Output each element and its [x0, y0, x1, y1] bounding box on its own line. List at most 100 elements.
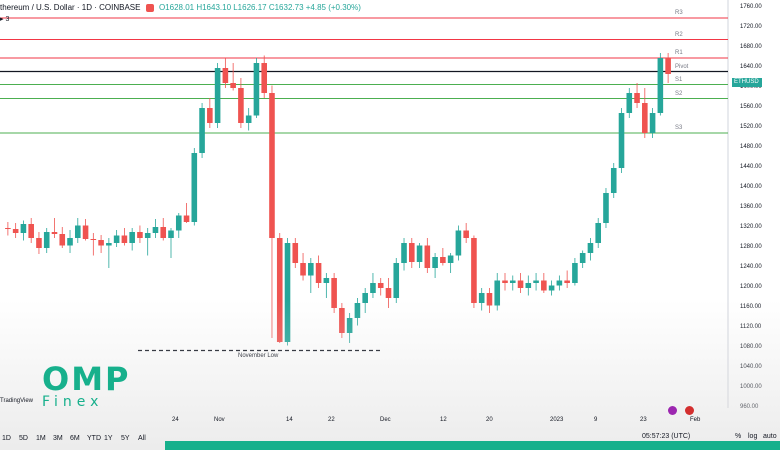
candle-body — [20, 224, 27, 233]
candle-body — [98, 240, 104, 246]
range-button-5y[interactable]: 5Y — [121, 435, 130, 442]
date-axis-label: Dec — [380, 417, 391, 423]
status-bar: 05:57:23 (UTC) % log auto — [630, 433, 780, 443]
range-button-ytd[interactable]: YTD — [87, 435, 101, 442]
candle-body — [67, 238, 73, 246]
candle-body — [595, 223, 602, 243]
candle-body — [478, 293, 485, 303]
auto-toggle[interactable]: auto — [763, 433, 777, 440]
date-axis-label: 23 — [640, 417, 647, 423]
level-label-r3: R3 — [675, 10, 683, 16]
candle-body — [362, 293, 368, 303]
range-button-1d[interactable]: 1D — [2, 435, 11, 442]
candle-body — [618, 113, 625, 168]
candle-body — [494, 280, 501, 306]
candle-body — [346, 318, 353, 333]
date-axis-label: 14 — [286, 417, 293, 423]
candle-body — [323, 278, 330, 283]
candle-body — [129, 232, 135, 243]
candle-body — [238, 88, 244, 123]
range-button-5d[interactable]: 5D — [19, 435, 28, 442]
date-axis[interactable]: 24 Nov 14 22 Dec 12 20 2023 9 23 Feb — [0, 412, 780, 428]
indicator-collapse[interactable]: ▸ 3 — [0, 15, 9, 23]
candle-body — [564, 280, 570, 283]
flag-icon[interactable] — [685, 406, 695, 415]
candle-body — [603, 193, 609, 223]
november-low-label: November Low — [238, 352, 279, 359]
ohlc-values: O1628.01 H1643.10 L1626.17 C1632.73 +4.8… — [158, 3, 361, 12]
symbol-title: thereum / U.S. Dollar · 1D · COINBASE — [0, 3, 141, 12]
price-axis-label: 1520.00 — [740, 124, 762, 130]
candle-body — [144, 233, 151, 238]
chart-icons — [668, 402, 698, 420]
range-button-all[interactable]: All — [138, 435, 146, 442]
candle-body — [214, 68, 221, 123]
price-axis-label: 1400.00 — [740, 184, 762, 190]
range-button-1m[interactable]: 1M — [36, 435, 46, 442]
candle-body — [191, 153, 198, 222]
price-axis-label: 1600.00 — [740, 84, 762, 90]
candle-body — [276, 238, 283, 342]
symbol-header[interactable]: thereum / U.S. Dollar · 1D · COINBASE O1… — [0, 3, 361, 12]
range-button-3m[interactable]: 3M — [53, 435, 63, 442]
candle-body — [486, 293, 493, 306]
price-axis-label: 1280.00 — [740, 244, 762, 250]
candle-body — [432, 257, 438, 268]
percent-toggle[interactable]: % — [735, 433, 742, 440]
candle-body — [416, 245, 423, 262]
candle-body — [152, 227, 159, 233]
candle-body — [587, 243, 594, 253]
brand-bar — [165, 441, 780, 450]
candle-body — [308, 263, 314, 276]
candle-body — [525, 283, 532, 288]
candle-body — [90, 239, 97, 240]
candle-body — [175, 215, 182, 231]
price-axis-label: 1240.00 — [740, 264, 762, 270]
price-axis-label: 1000.00 — [740, 384, 762, 390]
candle-body — [315, 263, 322, 283]
candle-body — [261, 63, 268, 93]
log-toggle[interactable]: log — [748, 433, 758, 440]
candle-body — [408, 243, 415, 262]
level-label-s1: S1 — [675, 76, 683, 83]
level-label-s2: S2 — [675, 90, 683, 97]
lightning-icon[interactable] — [668, 406, 677, 415]
date-axis-label: 12 — [440, 417, 447, 423]
candle-body — [393, 263, 400, 298]
candle-body — [447, 255, 454, 263]
level-label-s3: S3 — [675, 125, 683, 131]
date-axis-label: Feb — [690, 417, 701, 423]
candle-body — [300, 263, 306, 276]
candle-body — [59, 234, 66, 246]
price-axis-label: 1160.00 — [740, 304, 762, 310]
price-axis-label: 1360.00 — [740, 204, 762, 210]
logo-omp: OMP — [42, 360, 131, 398]
candle-body — [292, 243, 299, 263]
candle-body — [51, 232, 58, 234]
price-axis-label: 1440.00 — [740, 164, 762, 170]
candle-body — [370, 283, 376, 293]
candle-body — [665, 58, 671, 74]
candle-body — [113, 235, 120, 243]
logo-finex: Finex — [42, 394, 104, 410]
candle-body — [649, 113, 656, 133]
level-label-r1: R1 — [675, 50, 683, 56]
candle-body — [199, 108, 205, 153]
tradingview-brand: TradingView — [0, 398, 34, 404]
date-axis-label: Nov — [214, 417, 225, 423]
date-axis-label: 20 — [486, 417, 493, 423]
price-axis-label: 1720.00 — [740, 24, 762, 30]
candle-body — [160, 227, 167, 238]
candle-body — [455, 230, 462, 256]
candle-body — [533, 280, 539, 283]
candle-body — [168, 230, 174, 238]
candle-body — [463, 230, 469, 238]
candle-body — [517, 280, 524, 288]
range-button-6m[interactable]: 6M — [70, 435, 80, 442]
candle-body — [634, 93, 640, 103]
range-buttons[interactable]: 1D 5D 1M 3M 6M YTD 1Y 5Y All — [0, 432, 170, 450]
range-button-1y[interactable]: 1Y — [104, 435, 113, 442]
clock-time: 05:57:23 (UTC) — [642, 433, 691, 440]
candle-body — [222, 68, 229, 83]
candle-body — [245, 115, 252, 123]
